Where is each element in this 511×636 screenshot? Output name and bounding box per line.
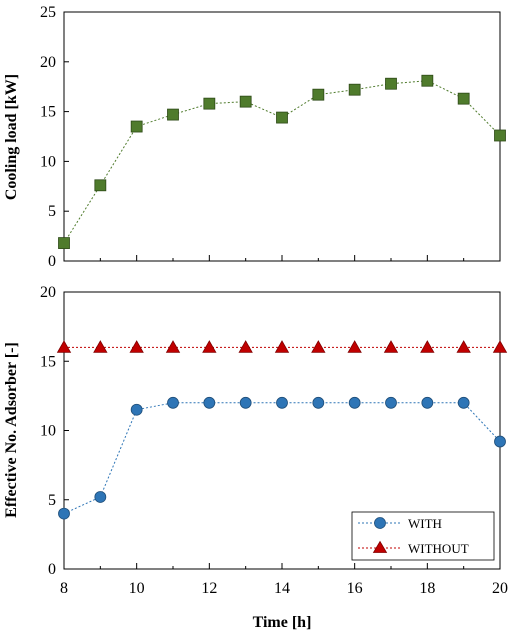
top-series-0-line <box>63 80 501 244</box>
bottom-series-with-point <box>130 403 143 416</box>
bottom-series-with-line <box>63 402 501 515</box>
top-series-0-point <box>239 95 252 108</box>
bottom-series-with-point <box>239 396 252 409</box>
top-series-0-point <box>457 92 470 105</box>
bottom-y-tick-label: 5 <box>48 492 56 509</box>
legend-item-with: WITH <box>358 516 442 531</box>
x-tick-label: 18 <box>419 580 435 597</box>
top-series-0-point <box>130 120 143 133</box>
adsorber-panel: 0 5 10 15 20 8 10 12 14 16 18 20 Effective No. Ads… <box>3 284 508 631</box>
bottom-series-with-point <box>457 396 470 409</box>
top-y-tick-label: 5 <box>48 203 56 220</box>
bottom-series-with-point <box>494 435 506 448</box>
top-y-tick-label: 25 <box>40 4 56 21</box>
top-series-0-point <box>167 108 179 121</box>
x-axis-label: Time [h] <box>253 614 312 631</box>
legend: WITH WITHOUT <box>351 511 495 561</box>
legend-with-label: WITH <box>408 516 442 531</box>
bottom-series-with-point <box>421 396 434 409</box>
top-series-0-point <box>276 111 288 124</box>
bottom-series-with-point <box>94 491 107 503</box>
top-y-axis-label: Cooling load [kW] <box>3 74 20 200</box>
bottom-series-without-point <box>383 340 399 353</box>
bottom-series-with-point <box>167 396 179 409</box>
bottom-series-without-point <box>420 340 435 353</box>
top-series-0-point <box>58 237 70 249</box>
top-series-0-point <box>494 129 506 142</box>
bottom-series-without-point <box>347 340 362 353</box>
top-y-ticks: 0 5 10 15 20 25 <box>40 4 69 270</box>
top-plot-frame <box>63 11 501 262</box>
top-series-0-point <box>203 97 216 110</box>
bottom-y-tick-label: 10 <box>40 423 56 440</box>
bottom-series-without-point <box>238 340 253 353</box>
top-series-0-point <box>348 83 361 96</box>
top-y-tick-label: 15 <box>40 104 56 121</box>
top-y-tick-label: 0 <box>48 253 56 270</box>
bottom-series-without-point <box>56 340 72 353</box>
legend-without-label: WITHOUT <box>408 541 469 556</box>
bottom-x-ticks: 8 10 12 14 16 18 20 <box>60 563 508 597</box>
top-series-0-point <box>421 74 434 87</box>
x-tick-label: 12 <box>201 580 217 597</box>
bottom-series-without-point <box>93 340 108 353</box>
x-tick-label: 14 <box>274 580 290 597</box>
bottom-y-tick-label: 15 <box>40 353 56 370</box>
legend-item-without: WITHOUT <box>358 540 469 556</box>
bottom-series-without-point <box>492 340 508 353</box>
bottom-series-without-point <box>202 340 217 353</box>
top-series-0-point <box>385 77 397 90</box>
bottom-y-axis-label: Effective No. Adsorber [-] <box>3 342 20 518</box>
x-tick-label: 20 <box>492 580 508 597</box>
x-tick-label: 16 <box>347 580 363 597</box>
legend-without-marker <box>372 540 388 553</box>
bottom-series-with-point <box>385 396 397 409</box>
legend-with-marker <box>374 517 386 529</box>
bottom-y-ticks: 0 5 10 15 20 <box>40 284 69 578</box>
bottom-series-with-point <box>348 396 361 409</box>
x-tick-label: 8 <box>60 580 68 597</box>
bottom-series-with-point <box>312 396 325 409</box>
top-y-tick-label: 10 <box>40 153 56 170</box>
x-tick-label: 10 <box>129 580 145 597</box>
bottom-series-with-point <box>58 507 70 520</box>
bottom-series-without-point <box>129 340 144 353</box>
bottom-series-without-point <box>165 340 181 353</box>
top-x-ticks <box>63 255 501 261</box>
top-series-layer <box>58 74 506 249</box>
bottom-y-tick-label: 0 <box>48 561 56 578</box>
bottom-series-with-point <box>203 396 216 409</box>
bottom-series-with-point <box>276 396 288 409</box>
bottom-series-layer <box>56 340 508 520</box>
cooling-load-panel: 0 5 10 15 20 25 Cooling load [kW] <box>3 4 506 270</box>
bottom-series-without-point <box>311 340 326 353</box>
top-y-tick-label: 20 <box>40 54 56 71</box>
bottom-series-without-point <box>456 340 471 353</box>
bottom-y-tick-label: 20 <box>40 284 56 301</box>
top-series-0-point <box>94 179 107 192</box>
bottom-series-without-point <box>274 340 290 353</box>
top-series-0-point <box>312 88 325 101</box>
